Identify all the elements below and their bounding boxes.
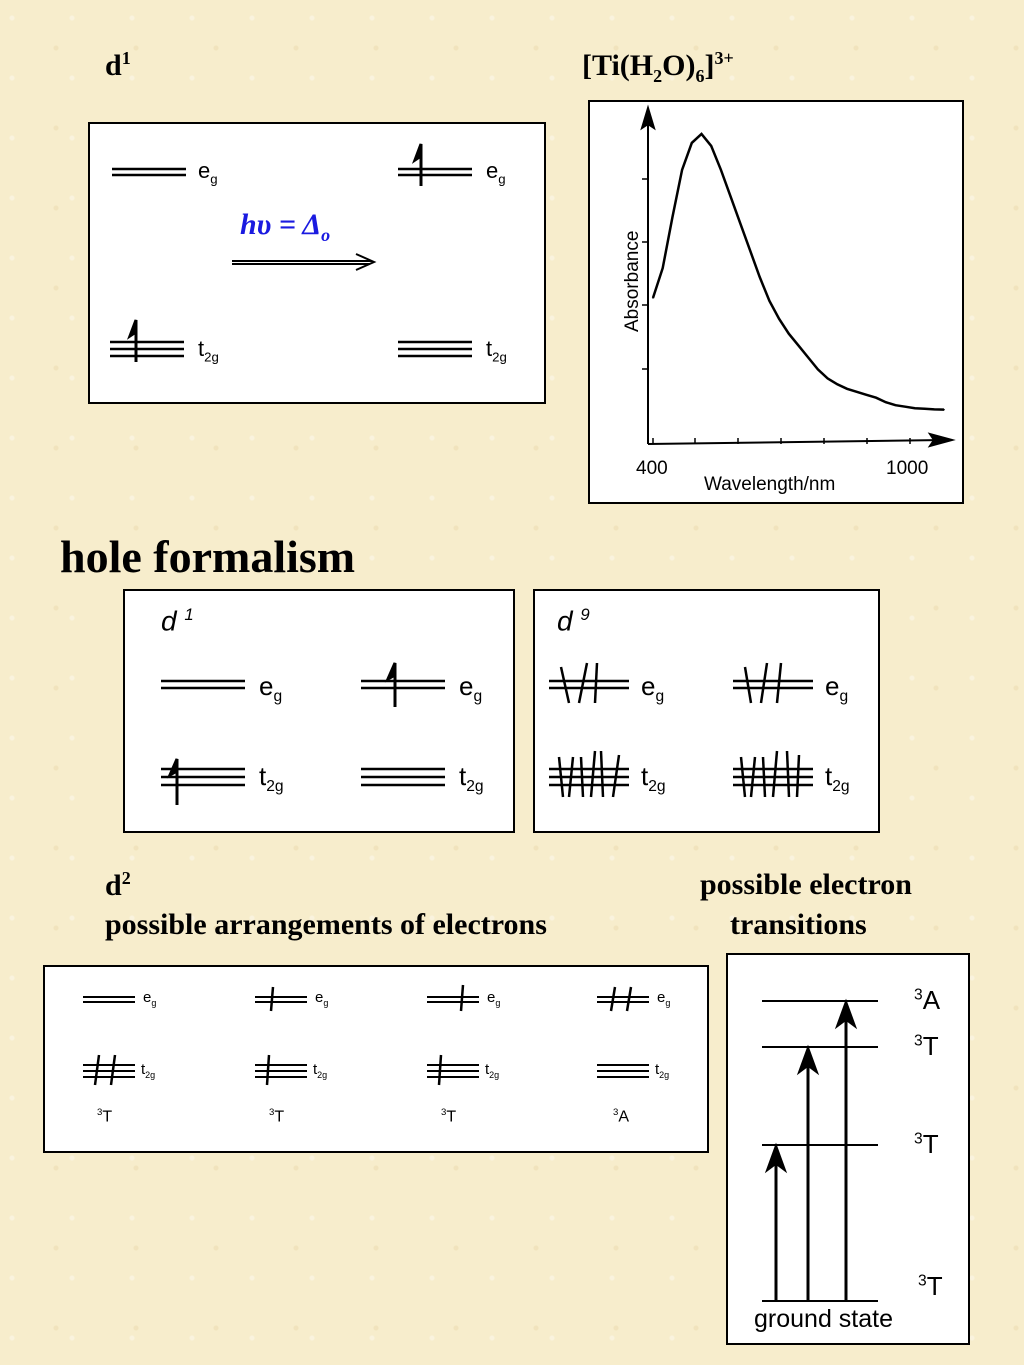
d2-electrons (93, 984, 633, 1086)
t2g-label-left: t2g (198, 336, 219, 365)
d2-term-1: 3T (97, 1107, 113, 1126)
d2-t2g-2: t2g (313, 1061, 328, 1080)
electron-arrow-left-t2g (126, 319, 138, 362)
hole-d9-panel: d 9 eg t2g eg t2g (533, 589, 880, 833)
x-max-label: 1000 (886, 458, 929, 479)
hole-d1-eg-left: eg (259, 671, 283, 706)
ground-state-label: ground state (754, 1305, 893, 1333)
d2-levels (83, 984, 649, 1086)
hole-d9-t2g-right: t2g (825, 761, 850, 796)
t2g-label-right: t2g (486, 336, 507, 365)
absorbance-point-7 (720, 168, 722, 171)
absorbance-point-29 (933, 408, 936, 411)
d1-diagram-panel: eg t2g eg t2g hυ = Δo (88, 122, 546, 404)
x-ticks (652, 438, 911, 444)
d2-eg-4: eg (657, 989, 671, 1008)
electron-arrow-right-eg (411, 143, 423, 186)
absorbance-point-8 (729, 195, 732, 198)
absorbance-point-3 (681, 168, 683, 171)
y-ticks (642, 178, 648, 370)
hole-d9-levels (549, 662, 813, 798)
absorbance-curve (651, 132, 945, 411)
d2-eg-1: eg (143, 989, 157, 1008)
transition-levels (762, 998, 878, 1302)
absorbance-point-16 (807, 356, 809, 359)
d2-eg-2: eg (315, 989, 329, 1008)
absorbance-point-17 (817, 368, 819, 371)
transition-arrows (764, 998, 858, 1301)
absorbance-point-2 (671, 216, 674, 219)
absorbance-chart (640, 104, 956, 448)
hole-d1-t2g-left: t2g (259, 761, 284, 796)
transitions-title-line2: transitions (730, 908, 867, 941)
d2-t2g-4: t2g (655, 1061, 670, 1080)
absorbance-point-10 (749, 249, 751, 252)
absorbance-point-18 (826, 377, 829, 380)
eg-label-right: eg (486, 158, 506, 187)
hole-d9-t2g-left: t2g (641, 761, 666, 796)
d2-term-3: 3T (441, 1107, 457, 1126)
level-label-3T-middle: 3T (914, 1129, 939, 1159)
absorbance-point-6 (710, 145, 712, 147)
d2-eg-3: eg (487, 989, 501, 1008)
transitions-title-line1: possible electron (700, 868, 912, 901)
hole-d1-t2g-right: t2g (459, 761, 484, 796)
d1-levels (110, 143, 472, 362)
y-axis-label: Absorbance (622, 230, 643, 332)
absorbance-point-4 (691, 142, 693, 144)
absorbance-point-13 (778, 317, 780, 320)
hole-d1-label: d 1 (161, 605, 194, 637)
level-label-3T-upper: 3T (914, 1031, 939, 1061)
x-axis-label: Wavelength/nm (704, 474, 836, 495)
absorbance-point-24 (885, 401, 887, 404)
hole-d1-panel: d 1 eg t2g eg t2g (123, 589, 515, 833)
absorbance-point-25 (894, 404, 897, 406)
hole-d9-electron-spins (557, 662, 801, 798)
y-axis-arrowhead (640, 104, 656, 131)
d2-term-2: 3T (269, 1107, 285, 1126)
absorbance-point-19 (836, 383, 839, 386)
spectrum-panel: Absorbance 400 1000 Wavelength/nm (588, 100, 964, 504)
absorbance-point-5 (700, 133, 703, 135)
energy-equation: hυ = Δo (240, 208, 331, 245)
absorbance-point-9 (739, 222, 742, 225)
absorbance-point-26 (904, 405, 906, 408)
hole-d9-label: d 9 (557, 605, 590, 637)
absorbance-point-15 (797, 344, 800, 347)
complex-formula: [Ti(H2O)6]3+ (582, 48, 734, 86)
d2-arrangements-panel: eg t2g eg t2g eg t2g eg t2g 3T 3T 3T 3A (43, 965, 709, 1153)
d2-subtitle: possible arrangements of electrons (105, 908, 547, 941)
hole-formalism-title: hole formalism (60, 531, 356, 582)
d2-heading: d2 (105, 868, 131, 902)
absorbance-point-11 (758, 276, 761, 278)
d2-t2g-3: t2g (485, 1061, 500, 1080)
absorbance-point-27 (914, 407, 916, 409)
absorbance-point-22 (865, 393, 868, 396)
absorbance-point-20 (846, 387, 848, 390)
absorbance-point-1 (661, 267, 664, 269)
transitions-panel: 3A 3T 3T 3T ground state (726, 953, 970, 1345)
d2-term-4: 3A (613, 1107, 630, 1126)
hole-d9-eg-left: eg (641, 671, 665, 706)
eg-label-left: eg (198, 158, 218, 187)
absorbance-point-30 (943, 408, 945, 411)
level-label-3A: 3A (914, 985, 941, 1015)
absorbance-point-21 (855, 390, 858, 393)
level-label-3T-ground: 3T (918, 1271, 943, 1301)
absorbance-point-23 (875, 396, 877, 399)
hole-d1-eg-right: eg (459, 671, 483, 706)
x-min-label: 400 (636, 458, 668, 479)
d1-heading: d1 (105, 48, 131, 82)
d2-t2g-1: t2g (141, 1061, 156, 1080)
absorbance-point-28 (923, 407, 926, 410)
transition-arrow (232, 253, 377, 271)
hole-d9-eg-right: eg (825, 671, 849, 706)
x-axis (647, 439, 945, 445)
absorbance-point-0 (652, 297, 654, 299)
x-axis-arrowhead (927, 432, 956, 448)
hole-d1-levels (161, 662, 445, 805)
absorbance-point-12 (768, 300, 771, 302)
absorbance-point-14 (788, 332, 790, 335)
